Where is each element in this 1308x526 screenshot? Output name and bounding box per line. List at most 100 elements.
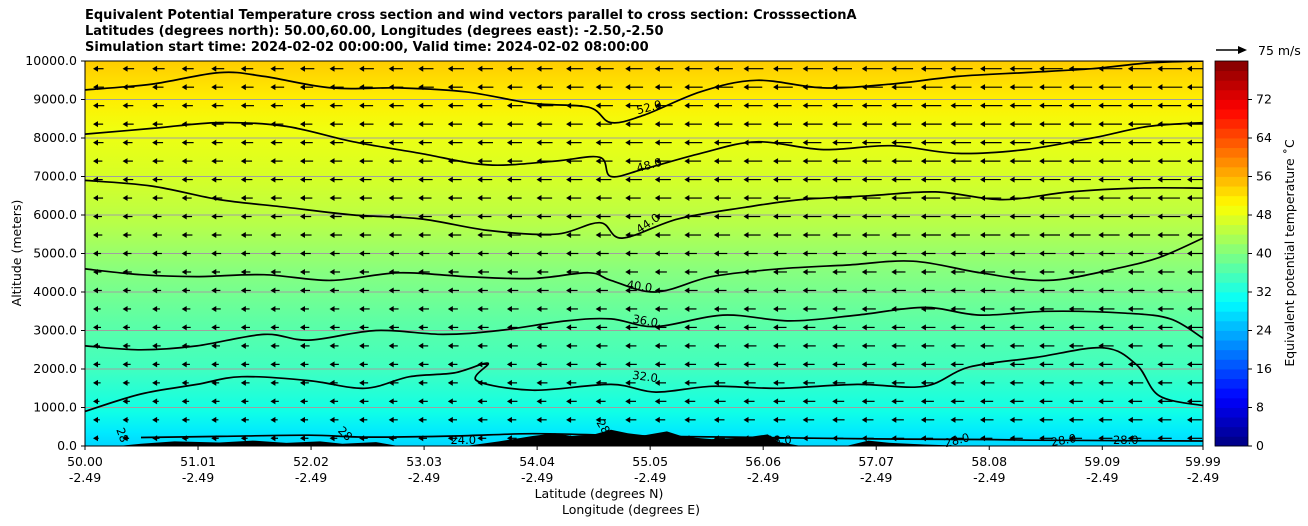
wind-vector-head <box>595 102 601 109</box>
wind-vector-head <box>536 65 542 72</box>
contour-line <box>85 121 1203 178</box>
wind-vector-head <box>713 121 719 128</box>
wind-vector-head <box>447 65 453 72</box>
wind-vector-head <box>93 287 98 294</box>
wind-vector-head <box>743 250 749 257</box>
x-tick-label-latitude: 52.02 <box>293 454 329 469</box>
wind-vector-head <box>1157 305 1163 312</box>
wind-vector-head <box>950 176 956 183</box>
wind-vector-head <box>1187 139 1192 146</box>
wind-vector-head <box>950 158 956 165</box>
wind-vector-head <box>1009 416 1015 423</box>
wind-vector-head <box>980 102 986 109</box>
colorbar-tick-label: 24 <box>1256 323 1272 338</box>
wind-vector-head <box>920 176 926 183</box>
wind-vector-head <box>1127 65 1133 72</box>
wind-vector-head <box>891 398 897 405</box>
wind-vector-head <box>359 342 365 349</box>
wind-vector-head <box>980 305 986 312</box>
wind-vector-head <box>625 158 631 165</box>
wind-vector-head <box>713 139 719 146</box>
wind-vector-head <box>418 65 424 72</box>
wind-vector-head <box>270 250 276 257</box>
wind-vector-head <box>536 416 542 423</box>
wind-vector-head <box>122 361 128 368</box>
wind-vector-head <box>122 158 128 165</box>
wind-vector-head <box>299 324 305 331</box>
wind-vector-head <box>329 232 335 239</box>
contour-label: 32.0 <box>631 368 658 385</box>
wind-vector-head <box>920 102 926 109</box>
wind-vector-head <box>181 379 187 386</box>
colorbar-segment <box>1215 397 1248 408</box>
wind-vector-head <box>684 379 690 386</box>
wind-vector-head <box>1039 84 1045 91</box>
wind-vector-head <box>891 268 897 275</box>
wind-vector-head <box>832 305 838 312</box>
wind-vector-head <box>773 121 779 128</box>
wind-vector-head <box>1009 176 1015 183</box>
wind-vector-head <box>802 379 808 386</box>
wind-vector-head <box>536 342 542 349</box>
contour-label: 28 <box>113 426 131 445</box>
wind-vector-head <box>447 342 453 349</box>
x-tick-label-longitude: -2.49 <box>408 470 440 485</box>
wind-vector-head <box>1009 102 1015 109</box>
wind-vector-head <box>654 213 660 220</box>
wind-vector-head <box>536 361 542 368</box>
wind-vector-head <box>418 250 424 257</box>
wind-vector-head <box>122 232 128 239</box>
wind-vector-head <box>1009 379 1015 386</box>
wind-vector-head <box>211 176 217 183</box>
wind-vector-head <box>595 139 601 146</box>
contour-line <box>85 306 1203 351</box>
wind-vector-head <box>152 121 158 128</box>
wind-vector-head <box>980 287 986 294</box>
wind-vector-head <box>329 139 335 146</box>
wind-vector-head <box>891 232 897 239</box>
y-tick-label: 10000.0 <box>25 53 77 68</box>
wind-vector-head <box>832 232 838 239</box>
wind-vector-head <box>773 287 779 294</box>
wind-vector-head <box>1039 305 1045 312</box>
wind-vector-head <box>359 102 365 109</box>
wind-vector-head <box>211 158 217 165</box>
wind-vector-head <box>595 268 601 275</box>
wind-vector-head <box>299 305 305 312</box>
wind-vector-head <box>684 416 690 423</box>
colorbar-segment <box>1215 388 1248 399</box>
colorbar-segment <box>1215 70 1248 81</box>
wind-vector-head <box>152 195 158 202</box>
wind-vector-head <box>1187 232 1192 239</box>
wind-vector-head <box>713 213 719 220</box>
wind-vector-head <box>1068 176 1074 183</box>
wind-vector-head <box>1157 232 1163 239</box>
wind-vector-head <box>950 102 956 109</box>
wind-vector-head <box>329 416 335 423</box>
wind-vector-head <box>181 139 187 146</box>
wind-vector-head <box>359 379 365 386</box>
wind-vector-head <box>211 268 217 275</box>
wind-vector-head <box>122 435 128 442</box>
wind-vector-head <box>684 176 690 183</box>
wind-vector-head <box>270 287 276 294</box>
wind-vector-head <box>359 176 365 183</box>
wind-vector-head <box>1127 268 1133 275</box>
wind-vector-head <box>388 398 394 405</box>
colorbar-segment <box>1215 147 1248 158</box>
wind-vector-head <box>181 268 187 275</box>
wind-vector-head <box>270 268 276 275</box>
colorbar-segment <box>1215 407 1248 418</box>
wind-vector-head <box>1009 398 1015 405</box>
wind-vector-head <box>684 102 690 109</box>
wind-vector-head <box>891 139 897 146</box>
wind-vector-head <box>743 213 749 220</box>
wind-vector-head <box>1157 195 1163 202</box>
wind-vector-head <box>743 176 749 183</box>
wind-vector-head <box>713 158 719 165</box>
wind-vector-head <box>506 176 512 183</box>
wind-vector-head <box>447 287 453 294</box>
wind-vector-head <box>1098 398 1104 405</box>
wind-vector-head <box>832 139 838 146</box>
wind-vector-head <box>802 65 808 72</box>
